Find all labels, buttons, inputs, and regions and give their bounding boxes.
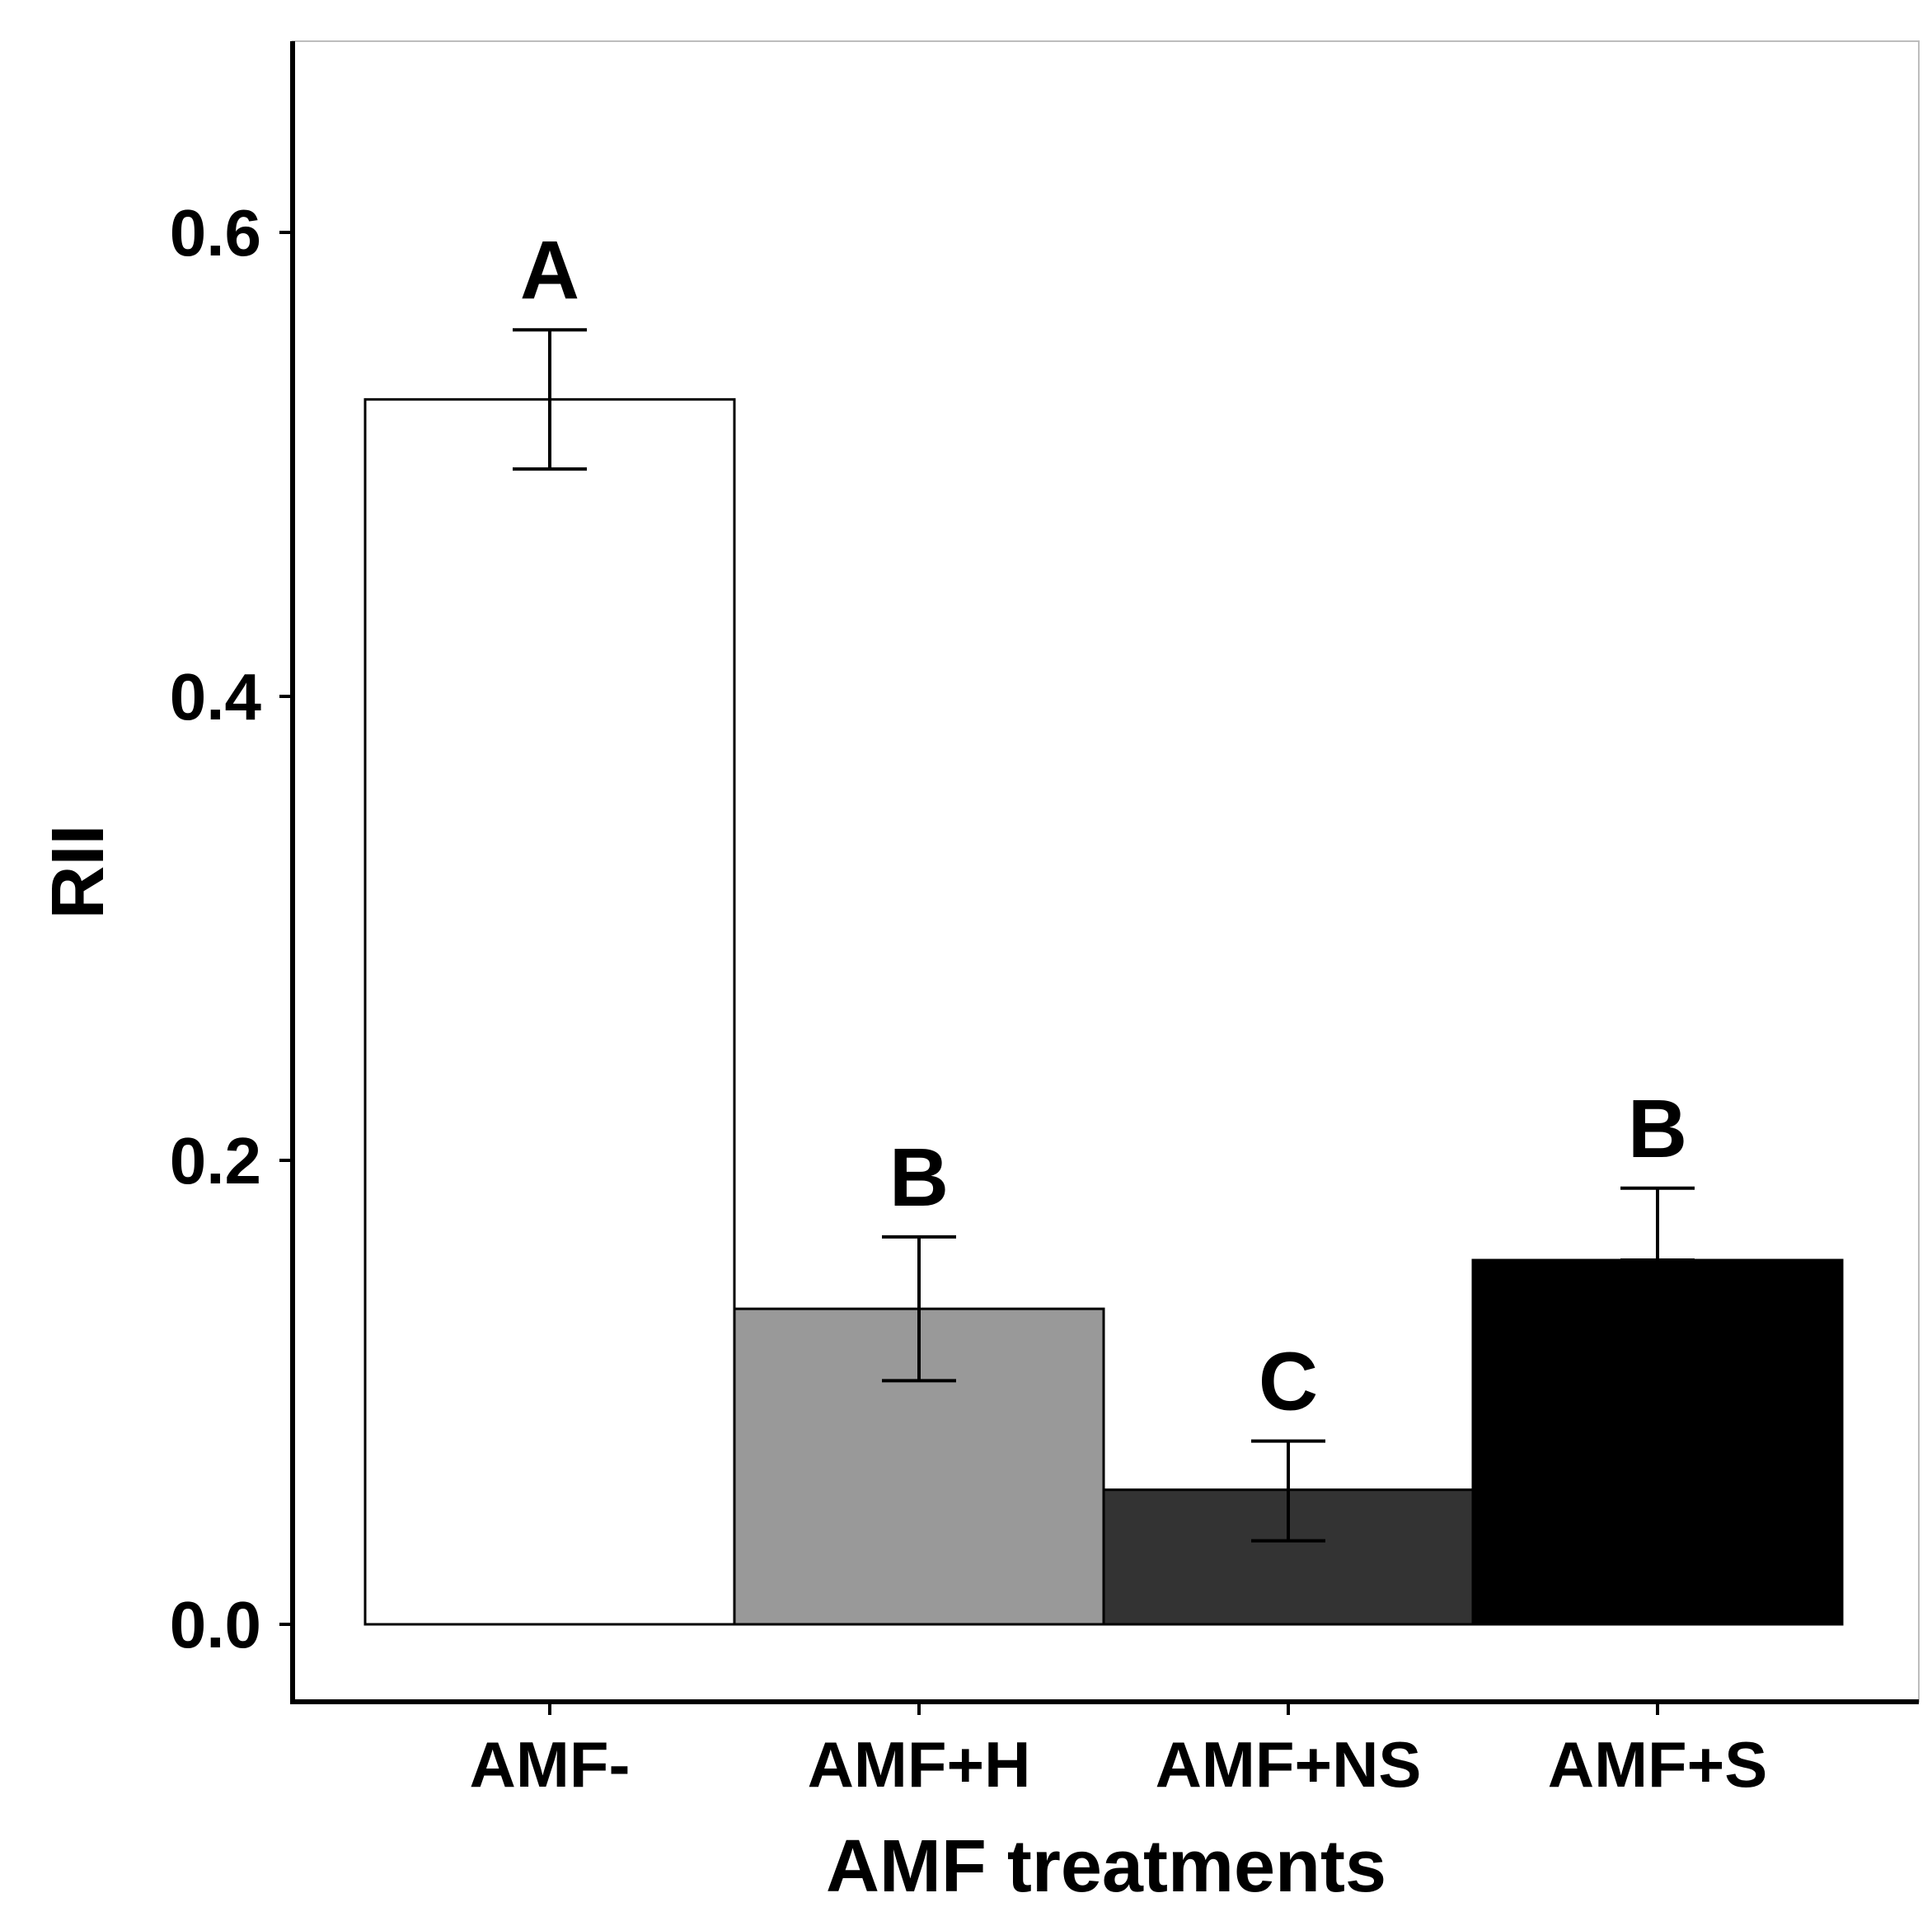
x-axis-title: AMF treatments: [826, 1825, 1386, 1908]
significance-labels-layer: A B C B: [520, 224, 1687, 1427]
error-bar-amf-ns: [1251, 1439, 1325, 1543]
error-bar-amf-: [513, 328, 587, 471]
bar-amf-: [363, 398, 736, 1626]
y-axis-ticks: 0.0 0.2 0.4 0.6: [170, 196, 293, 1661]
error-bars-layer: [513, 328, 1695, 1543]
significance-label: B: [889, 1132, 949, 1224]
y-tick-label: 0.4: [170, 660, 262, 733]
error-bar-amf-h: [882, 1235, 956, 1383]
x-tick-label: AMF+S: [1548, 1728, 1768, 1801]
x-tick-label: AMF+H: [808, 1728, 1031, 1801]
bar-amf-s: [1471, 1258, 1844, 1626]
x-tick-label: AMF+NS: [1156, 1728, 1422, 1801]
error-bar-amf-s: [1620, 1186, 1695, 1263]
y-tick-label: 0.6: [170, 196, 261, 269]
x-axis-ticks: AMF- AMF+H AMF+NS AMF+S: [470, 1702, 1768, 1801]
x-tick-label: AMF-: [470, 1728, 631, 1801]
significance-label: C: [1259, 1336, 1318, 1428]
significance-label: B: [1628, 1083, 1687, 1175]
y-tick-label: 0.2: [170, 1124, 261, 1197]
y-tick-label: 0.0: [170, 1588, 261, 1661]
significance-label: A: [520, 224, 579, 316]
y-axis-title: RII: [37, 824, 120, 919]
